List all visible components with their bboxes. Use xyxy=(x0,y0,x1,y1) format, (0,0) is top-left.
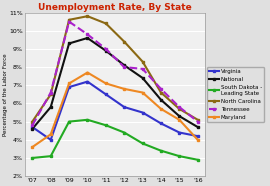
Legend: Virginia, National, South Dakota -
Leading State, North Carolina, Tennessee, Mar: Virginia, National, South Dakota - Leadi… xyxy=(207,67,264,122)
Y-axis label: Percentage of the Labor Force: Percentage of the Labor Force xyxy=(3,53,8,136)
Title: Unemployment Rate, By State: Unemployment Rate, By State xyxy=(38,3,192,12)
